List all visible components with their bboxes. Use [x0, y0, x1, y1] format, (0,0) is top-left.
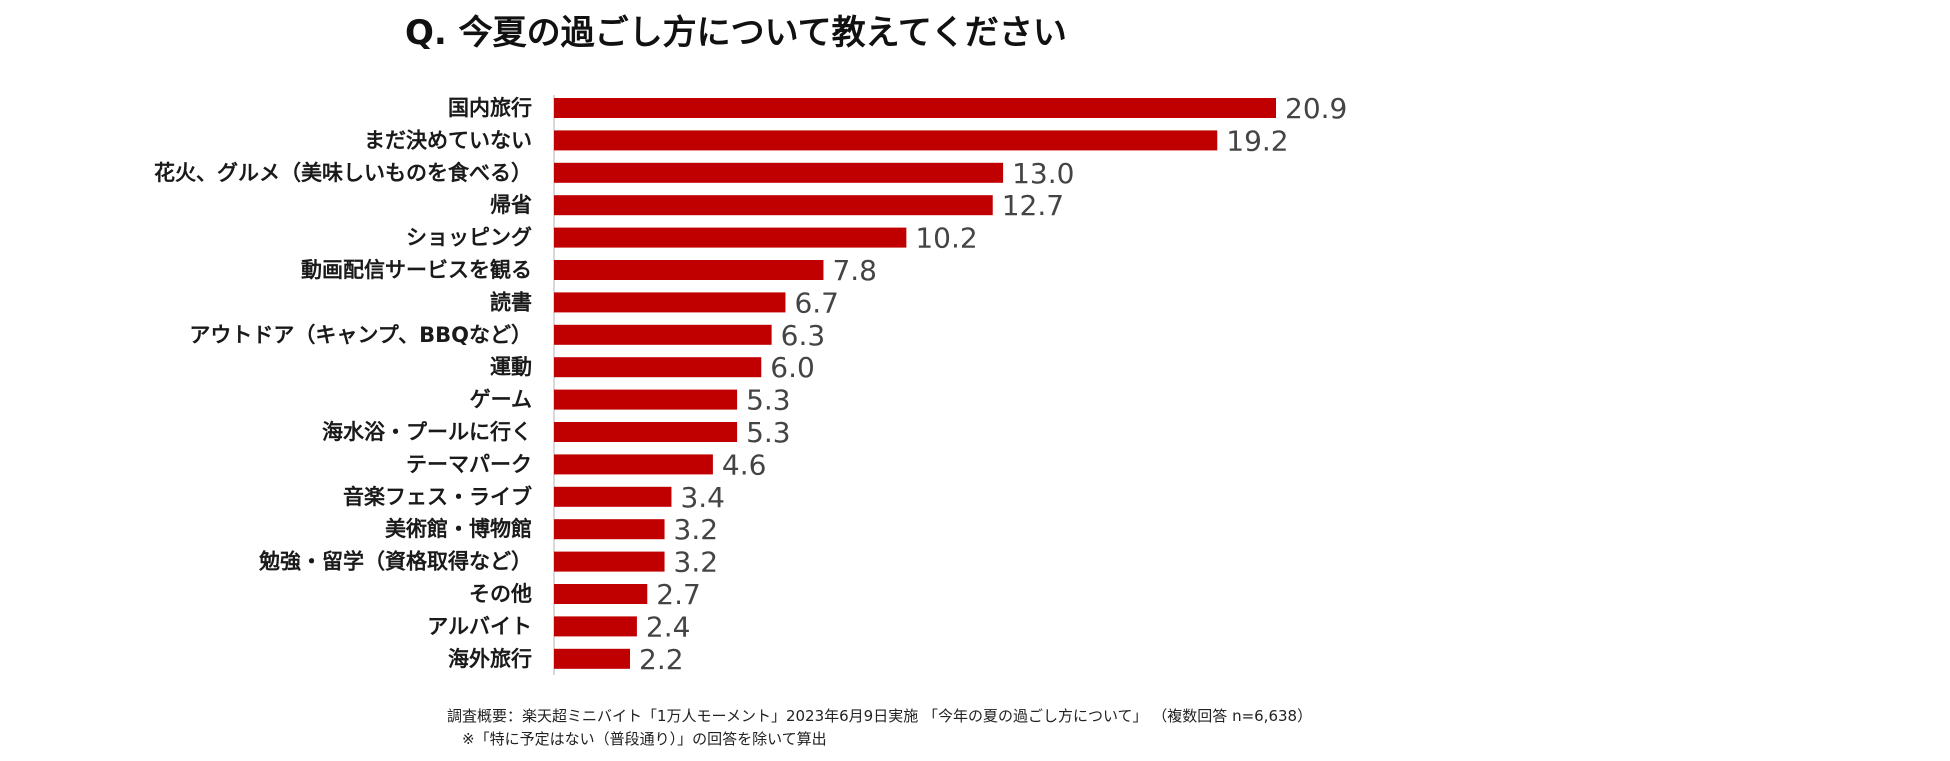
value-label-4: 10.2: [915, 222, 977, 255]
bar-10: [554, 422, 738, 442]
category-label-7: アウトドア（キャンプ、BBQなど）: [189, 323, 532, 347]
bar-12: [554, 486, 672, 507]
category-label-1: まだ決めていない: [364, 128, 532, 152]
value-label-2: 13.0: [1012, 157, 1074, 190]
value-label-9: 5.3: [746, 384, 791, 417]
category-label-14: 勉強・留学（資格取得など）: [258, 550, 532, 574]
category-label-3: 帰省: [490, 193, 532, 217]
bar-0: [554, 98, 1276, 118]
bar-9: [554, 389, 738, 410]
bar-1: [554, 130, 1218, 151]
value-label-12: 3.4: [680, 481, 725, 514]
value-label-0: 20.9: [1285, 92, 1347, 125]
value-label-15: 2.7: [656, 578, 701, 611]
category-label-9: ゲーム: [470, 388, 532, 412]
category-label-6: 読書: [490, 290, 532, 314]
value-label-8: 6.0: [770, 351, 815, 384]
bar-2: [554, 162, 1004, 183]
category-label-0: 国内旅行: [448, 96, 532, 120]
value-label-5: 7.8: [832, 254, 877, 287]
bar-14: [554, 551, 665, 572]
category-label-2: 花火、グルメ（美味しいものを食べる）: [154, 161, 532, 185]
category-label-8: 運動: [490, 355, 532, 379]
bar-3: [554, 195, 993, 216]
bar-17: [554, 648, 630, 669]
value-label-14: 3.2: [674, 546, 719, 579]
value-label-6: 6.7: [794, 286, 839, 319]
category-label-16: アルバイト: [427, 614, 532, 638]
bar-group: 国内旅行 20.9 まだ決めていない 19.2 花火、グルメ（美味しいものを食べる） 13…: [154, 92, 1347, 676]
value-label-1: 19.2: [1226, 124, 1288, 157]
chart-title: Q. 今夏の過ごし方について教えてください: [405, 13, 1067, 53]
footnote-survey: 調査概要：楽天超ミニバイト「1万人モーメント」2023年6月9日実施 「今年の夏…: [447, 707, 1312, 725]
bar-4: [554, 227, 907, 248]
value-label-16: 2.4: [646, 610, 691, 643]
bar-13: [554, 519, 665, 540]
value-label-3: 12.7: [1002, 189, 1064, 222]
value-label-17: 2.2: [639, 643, 684, 676]
value-label-11: 4.6: [722, 448, 767, 481]
bar-11: [554, 454, 713, 475]
category-label-15: その他: [469, 582, 532, 606]
bar-16: [554, 616, 637, 637]
footnote-note: ※「特に予定はない（普段通り）」の回答を除いて算出: [462, 730, 827, 748]
value-label-10: 5.3: [746, 416, 791, 449]
category-label-4: ショッピング: [406, 226, 532, 250]
bar-15: [554, 584, 648, 604]
value-label-7: 6.3: [781, 319, 826, 352]
bar-5: [554, 260, 824, 280]
bar-7: [554, 324, 772, 345]
category-label-11: テーマパーク: [406, 452, 532, 476]
value-label-13: 3.2: [674, 513, 719, 546]
bar-8: [554, 357, 762, 378]
category-label-5: 動画配信サービスを観る: [301, 258, 532, 282]
category-label-10: 海水浴・プールに行く: [322, 420, 532, 444]
bar-6: [554, 292, 786, 313]
category-label-12: 音楽フェス・ライブ: [343, 485, 532, 509]
category-label-17: 海外旅行: [448, 647, 532, 671]
category-label-13: 美術館・博物館: [385, 517, 532, 541]
